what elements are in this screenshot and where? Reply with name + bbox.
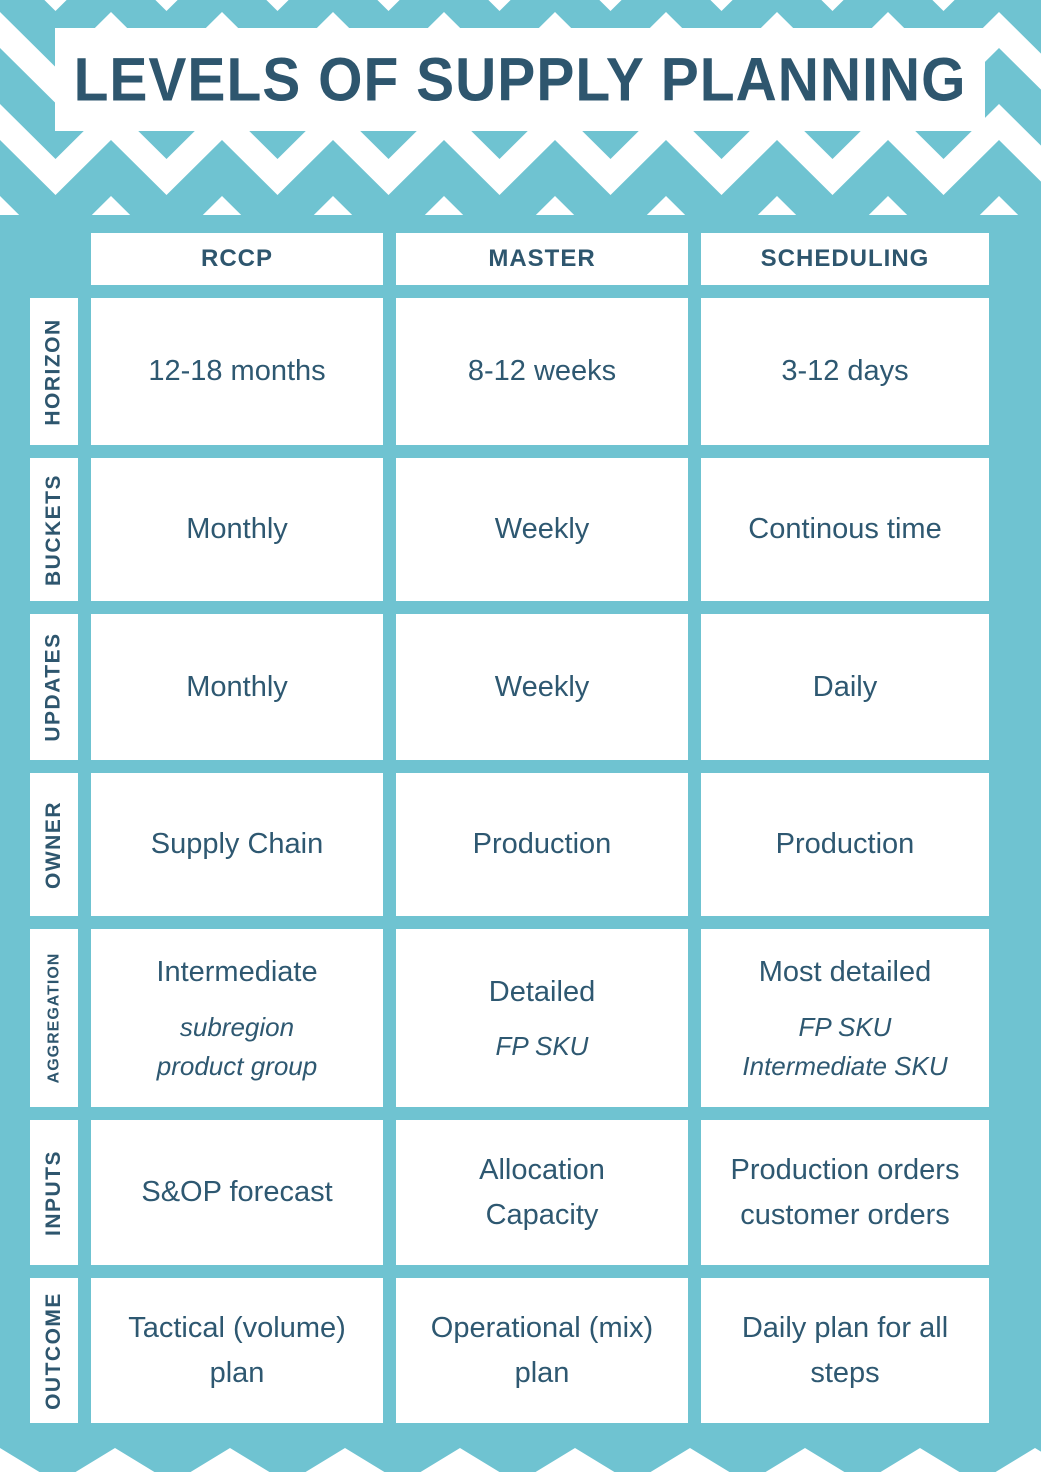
cell-updates-master: Weekly — [396, 614, 688, 760]
chevron-pattern-bottom — [0, 1425, 1041, 1472]
column-header-rccp: RCCP — [91, 233, 383, 285]
page-title: LEVELS OF SUPPLY PLANNING — [73, 44, 967, 115]
row-label-aggregation: AGGREGATION — [30, 929, 78, 1107]
cell-buckets-master: Weekly — [396, 458, 688, 601]
title-panel: LEVELS OF SUPPLY PLANNING — [55, 28, 985, 131]
row-label-buckets: BUCKETS — [30, 458, 78, 601]
cell-inputs-rccp: S&OP forecast — [91, 1120, 383, 1265]
cell-horizon-rccp: 12-18 months — [91, 298, 383, 445]
cell-inputs-master: Allocation Capacity — [396, 1120, 688, 1265]
row-label-outcome: OUTCOME — [30, 1278, 78, 1423]
cell-owner-scheduling: Production — [701, 773, 989, 916]
cell-buckets-scheduling: Continous time — [701, 458, 989, 601]
cell-inputs-scheduling: Production orders customer orders — [701, 1120, 989, 1265]
row-label-updates: UPDATES — [30, 614, 78, 760]
cell-horizon-scheduling: 3-12 days — [701, 298, 989, 445]
cell-owner-rccp: Supply Chain — [91, 773, 383, 916]
row-label-owner: OWNER — [30, 773, 78, 916]
cell-buckets-rccp: Monthly — [91, 458, 383, 601]
cell-horizon-master: 8-12 weeks — [396, 298, 688, 445]
cell-aggregation-master: Detailed FP SKU — [396, 929, 688, 1107]
row-label-horizon: HORIZON — [30, 298, 78, 445]
cell-aggregation-rccp: Intermediate subregion product group — [91, 929, 383, 1107]
header-spacer — [30, 233, 78, 285]
cell-outcome-master: Operational (mix) plan — [396, 1278, 688, 1423]
column-header-scheduling: SCHEDULING — [701, 233, 989, 285]
planning-table: RCCP MASTER SCHEDULING HORIZON 12-18 mon… — [30, 233, 989, 1423]
cell-outcome-rccp: Tactical (volume) plan — [91, 1278, 383, 1423]
cell-owner-master: Production — [396, 773, 688, 916]
cell-updates-scheduling: Daily — [701, 614, 989, 760]
column-header-master: MASTER — [396, 233, 688, 285]
cell-aggregation-scheduling: Most detailed FP SKU Intermediate SKU — [701, 929, 989, 1107]
cell-outcome-scheduling: Daily plan for all steps — [701, 1278, 989, 1423]
row-label-inputs: INPUTS — [30, 1120, 78, 1265]
cell-updates-rccp: Monthly — [91, 614, 383, 760]
